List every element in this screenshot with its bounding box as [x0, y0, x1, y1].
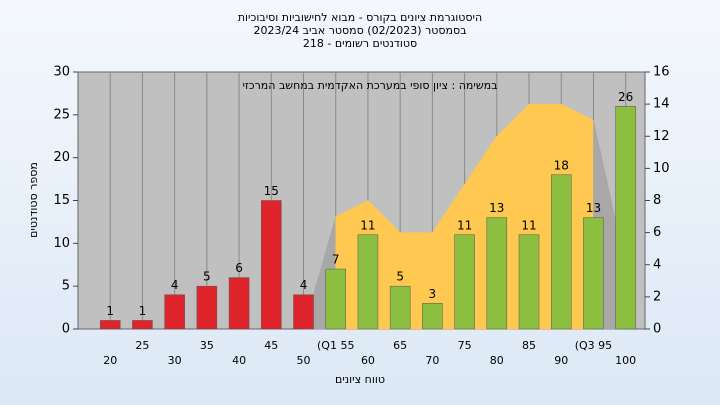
- y-tick-label: 5: [62, 279, 70, 294]
- bar: [293, 294, 314, 330]
- bar: [583, 217, 604, 330]
- bar: [518, 234, 540, 330]
- x-tick-label: (Q1 55: [317, 339, 354, 352]
- bar: [325, 268, 346, 330]
- y-tick-label: 30: [53, 65, 70, 80]
- data-label: 11: [457, 218, 472, 232]
- chart-title: היסטוגרמת ציונים בקורס - מבוא לחישוביות …: [238, 11, 482, 24]
- bar: [228, 277, 250, 330]
- data-label: 13: [489, 201, 504, 215]
- x-tick-label: 70: [425, 354, 439, 367]
- annotation: במשימה : ציון סופי במערכת האקדמית במחשב …: [243, 79, 498, 92]
- y-axis-label: מספר סטודנטים: [27, 162, 40, 238]
- chart-title: בסמסטר (02/2023) סמסטר אביב 2023/24: [253, 24, 466, 37]
- data-label: 1: [106, 304, 114, 318]
- data-label: 15: [264, 184, 279, 198]
- x-tick-label: 85: [522, 339, 536, 352]
- y2-tick-label: 0: [653, 322, 661, 337]
- y2-tick-label: 10: [653, 161, 670, 176]
- x-tick-label: 30: [168, 354, 182, 367]
- data-label: 5: [203, 270, 211, 284]
- x-tick-label: 25: [135, 339, 149, 352]
- bar: [196, 285, 218, 330]
- x-axis-label: טווח ציונים: [335, 373, 385, 386]
- bar: [132, 320, 153, 330]
- data-label: 5: [396, 270, 404, 284]
- data-label: 1: [139, 304, 147, 318]
- data-label: 11: [360, 218, 375, 232]
- data-label: 4: [300, 278, 308, 292]
- x-tick-label: 100: [615, 354, 636, 367]
- x-tick-label: 75: [458, 339, 472, 352]
- data-label: 26: [618, 90, 633, 104]
- y2-tick-label: 14: [653, 97, 670, 112]
- x-tick-label: 45: [264, 339, 278, 352]
- y2-tick-label: 4: [653, 257, 661, 272]
- data-label: 13: [586, 201, 601, 215]
- x-tick-label: 60: [361, 354, 375, 367]
- y2-tick-label: 16: [653, 65, 670, 80]
- bar: [454, 234, 475, 330]
- bar: [389, 285, 411, 330]
- data-label: 3: [429, 287, 437, 301]
- x-tick-label: 35: [200, 339, 214, 352]
- data-label: 7: [332, 253, 340, 267]
- bar: [99, 320, 121, 330]
- data-label: 6: [235, 261, 243, 275]
- y-tick-label: 25: [53, 107, 70, 122]
- data-label: 11: [521, 218, 536, 232]
- x-tick-label: 40: [232, 354, 246, 367]
- y-tick-label: 0: [62, 322, 70, 337]
- y2-tick-label: 12: [653, 129, 670, 144]
- y2-tick-label: 2: [653, 289, 661, 304]
- y2-tick-label: 6: [653, 225, 661, 240]
- data-label: 4: [171, 278, 179, 292]
- bar: [164, 294, 185, 330]
- bar: [261, 200, 282, 330]
- x-tick-label: (Q3 95: [575, 339, 612, 352]
- x-tick-label: 65: [393, 339, 407, 352]
- bar: [486, 217, 508, 330]
- x-tick-label: 50: [297, 354, 311, 367]
- data-label: 18: [554, 158, 569, 172]
- bar: [422, 303, 443, 330]
- bar: [550, 174, 572, 330]
- y-tick-label: 20: [53, 150, 70, 165]
- y-tick-label: 10: [53, 236, 70, 251]
- x-tick-label: 90: [554, 354, 568, 367]
- bar: [615, 106, 636, 330]
- chart-title: סטודנטים רשומים - 218: [303, 37, 417, 50]
- x-tick-label: 80: [490, 354, 504, 367]
- y2-tick-label: 8: [653, 193, 661, 208]
- x-tick-label: 20: [103, 354, 117, 367]
- y-tick-label: 15: [53, 193, 70, 208]
- bar: [357, 234, 379, 330]
